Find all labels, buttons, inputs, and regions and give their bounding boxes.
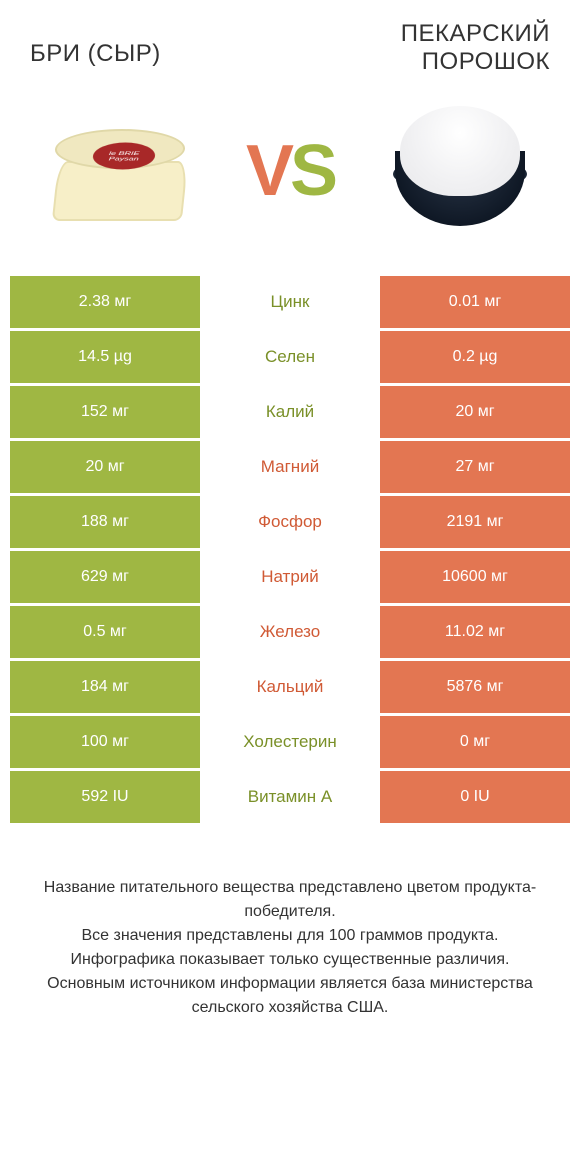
cell-nutrient-name: Натрий [200, 551, 380, 603]
footer-line: Основным источником информации является … [30, 972, 550, 1020]
product-left-title: БРИ (СЫР) [30, 20, 290, 68]
bowl-icon [385, 106, 535, 236]
table-row: 184 мгКальций5876 мг [10, 661, 570, 713]
cell-right-value: 10600 мг [380, 551, 570, 603]
cell-right-value: 27 мг [380, 441, 570, 493]
cheese-icon: le BRIE Paysan [45, 121, 195, 221]
cell-right-value: 0.01 мг [380, 276, 570, 328]
table-row: 592 IUВитамин A0 IU [10, 771, 570, 823]
infographic-container: БРИ (СЫР) ПЕКАРСКИЙ ПОРОШОК le BRIE Pays… [0, 0, 580, 1040]
table-row: 629 мгНатрий10600 мг [10, 551, 570, 603]
images-row: le BRIE Paysan VS [10, 86, 570, 276]
footer-line: Название питательного вещества представл… [30, 876, 550, 924]
cell-left-value: 0.5 мг [10, 606, 200, 658]
header-row: БРИ (СЫР) ПЕКАРСКИЙ ПОРОШОК [10, 20, 570, 86]
cell-right-value: 0 мг [380, 716, 570, 768]
table-row: 100 мгХолестерин0 мг [10, 716, 570, 768]
footer-line: Все значения представлены для 100 граммо… [30, 924, 550, 948]
cell-right-value: 2191 мг [380, 496, 570, 548]
cell-right-value: 0.2 µg [380, 331, 570, 383]
comparison-table: 2.38 мгЦинк0.01 мг14.5 µgСелен0.2 µg152 … [10, 276, 570, 823]
cell-left-value: 188 мг [10, 496, 200, 548]
cell-right-value: 20 мг [380, 386, 570, 438]
table-row: 0.5 мгЖелезо11.02 мг [10, 606, 570, 658]
cell-nutrient-name: Кальций [200, 661, 380, 713]
cell-right-value: 0 IU [380, 771, 570, 823]
product-right-image [380, 106, 540, 236]
table-row: 14.5 µgСелен0.2 µg [10, 331, 570, 383]
cell-nutrient-name: Фосфор [200, 496, 380, 548]
vs-label: VS [246, 130, 334, 212]
cell-nutrient-name: Магний [200, 441, 380, 493]
cell-left-value: 100 мг [10, 716, 200, 768]
cell-nutrient-name: Холестерин [200, 716, 380, 768]
cell-nutrient-name: Калий [200, 386, 380, 438]
cell-nutrient-name: Цинк [200, 276, 380, 328]
cell-nutrient-name: Витамин A [200, 771, 380, 823]
cheese-label-text: le BRIE Paysan [92, 150, 155, 161]
cell-right-value: 5876 мг [380, 661, 570, 713]
table-row: 20 мгМагний27 мг [10, 441, 570, 493]
table-row: 152 мгКалий20 мг [10, 386, 570, 438]
cell-left-value: 2.38 мг [10, 276, 200, 328]
cell-left-value: 152 мг [10, 386, 200, 438]
cell-left-value: 629 мг [10, 551, 200, 603]
vs-v: V [246, 131, 290, 211]
cell-nutrient-name: Железо [200, 606, 380, 658]
cell-left-value: 20 мг [10, 441, 200, 493]
cell-right-value: 11.02 мг [380, 606, 570, 658]
cell-nutrient-name: Селен [200, 331, 380, 383]
product-left-image: le BRIE Paysan [40, 106, 200, 236]
footer-line: Инфографика показывает только существенн… [30, 948, 550, 972]
table-row: 2.38 мгЦинк0.01 мг [10, 276, 570, 328]
cell-left-value: 184 мг [10, 661, 200, 713]
vs-s: S [290, 131, 334, 211]
cell-left-value: 592 IU [10, 771, 200, 823]
footer-notes: Название питательного вещества представл… [10, 826, 570, 1020]
table-row: 188 мгФосфор2191 мг [10, 496, 570, 548]
cell-left-value: 14.5 µg [10, 331, 200, 383]
product-right-title: ПЕКАРСКИЙ ПОРОШОК [290, 20, 550, 76]
